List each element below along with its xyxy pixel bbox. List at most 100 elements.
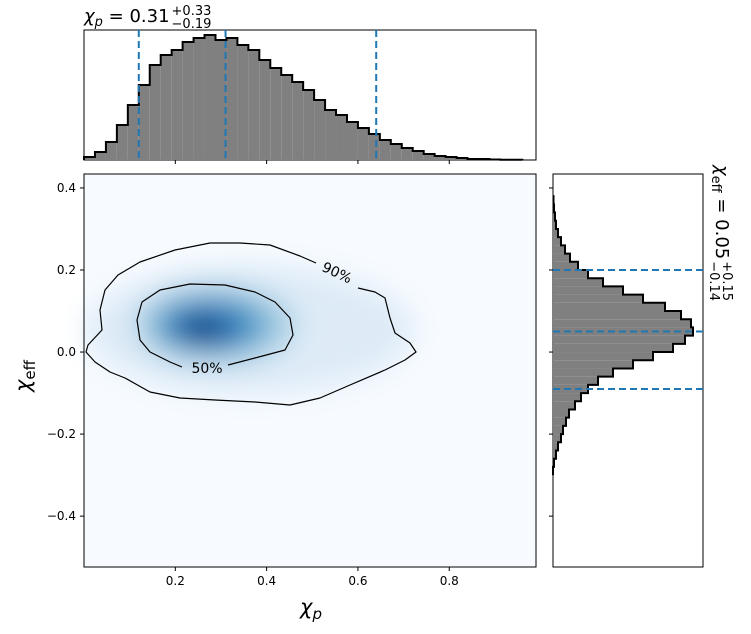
hist-bar [553,294,643,303]
hist-bar [553,409,569,418]
hist-bar [94,152,106,160]
title-minus: −0.14 [706,261,721,301]
density-image [85,265,415,395]
hist-bar [127,105,139,160]
hist-bar [105,142,117,160]
hist-bar [368,134,380,160]
hist-bar [325,110,337,160]
x-tick-label: 0.4 [257,574,276,588]
title-symbol: χ [711,164,732,177]
title-eq: = 0.31 [103,6,170,27]
label-symbol: χ [299,595,314,619]
hist-bar [553,228,558,238]
y-tick-label: 0.2 [57,263,76,277]
hist-bar [346,122,358,160]
hist-bar [423,154,435,160]
hist-bar [553,311,681,320]
hist-bar [553,261,578,270]
hist-bar [553,278,603,287]
right-title-group: χeff = 0.05 +0.15 −0.14 [706,164,734,301]
hist-bar [84,157,95,160]
hist-bar [553,335,685,344]
title-eq: = 0.05 [711,193,732,260]
hist-bar [314,100,326,160]
title-symbol: χ [83,6,96,27]
hist-bar [390,144,402,160]
hist-bar [215,40,227,160]
hist-bar [149,65,161,160]
hist-bar [553,220,556,229]
hist-bar [553,376,598,385]
hist-bar [434,156,446,160]
hist-bar [553,237,561,246]
hist-bar [553,417,566,426]
hist-bar [553,343,673,353]
y-tick-label: −0.4 [47,509,76,523]
right-title: χeff = 0.05 [708,164,732,259]
x-tick-label: 0.6 [348,574,367,588]
hist-bar [171,50,183,160]
hist-bar [160,55,172,160]
hist-bar [553,360,633,369]
hist-bar [553,302,665,312]
hist-bar [379,140,391,160]
hist-bar [248,50,260,160]
hist-bar [553,368,613,377]
hist-bar [553,450,556,459]
hist-bar [237,45,249,160]
histogram [83,34,524,161]
hist-bar [553,434,561,443]
contour-label: 50% [191,361,222,377]
y-tick-label: 0.4 [57,181,76,195]
label-sub: eff [21,359,39,379]
y-axis-label: χeff [11,359,39,393]
hist-bar [553,401,575,410]
hist-bar [553,425,563,435]
hist-bar [553,393,581,402]
hist-bar [204,35,216,160]
hist-bar [116,125,128,160]
x-axis-label: χp [299,595,322,623]
hist-bar [270,68,282,160]
hist-bar [226,38,238,160]
hist-bar [336,115,347,160]
contour-90 [85,242,417,406]
title-sub: p [94,15,103,30]
hist-bar [553,269,588,279]
hist-bar [412,151,424,160]
hist-outline [552,195,694,476]
hist-bar [445,157,457,160]
y-tick-label: −0.2 [47,427,76,441]
label-sub: p [311,605,322,623]
top-title: χp = 0.31 [83,6,170,30]
hist-bar [303,90,315,160]
hist-bar [401,148,413,160]
hist-bar [292,82,304,160]
hist-bar [281,75,293,160]
hist-outline [83,34,524,161]
hist-bar [553,286,623,295]
hist-bar [182,42,194,160]
hist-bar [553,319,691,328]
x-tick-label: 0.2 [166,574,185,588]
histogram [552,195,694,476]
title-minus: −0.19 [172,17,212,32]
hist-bar [553,352,653,361]
main-frame [83,173,537,568]
y-tick-label: 0.0 [57,345,76,359]
title-sub: eff [708,176,723,194]
hist-bar [553,253,570,262]
title-plus: +0.15 [719,261,734,301]
x-tick-label: 0.8 [440,574,459,588]
contour-50 [136,283,294,368]
hist-bar [259,60,271,160]
hist-bar [193,38,205,160]
label-symbol: χ [11,378,35,393]
hist-bar [138,85,150,160]
hist-bar [357,128,369,160]
hist-bar [553,442,558,451]
hist-bar [553,245,565,254]
title-plus: +0.33 [172,4,212,19]
